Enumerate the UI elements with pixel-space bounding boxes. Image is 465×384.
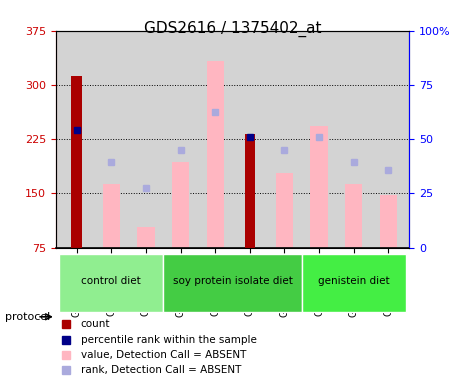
Text: GDS2616 / 1375402_at: GDS2616 / 1375402_at	[144, 21, 321, 37]
Bar	[72, 76, 82, 248]
Bar	[245, 134, 255, 248]
Bar	[172, 162, 189, 248]
Text: genistein diet: genistein diet	[318, 276, 390, 286]
Bar	[137, 227, 154, 248]
Bar	[103, 184, 120, 248]
Bar	[380, 195, 397, 248]
Text: rank, Detection Call = ABSENT: rank, Detection Call = ABSENT	[80, 365, 241, 375]
Bar	[345, 184, 362, 248]
FancyBboxPatch shape	[59, 254, 163, 312]
FancyBboxPatch shape	[302, 254, 406, 312]
Text: percentile rank within the sample: percentile rank within the sample	[80, 335, 256, 345]
Text: value, Detection Call = ABSENT: value, Detection Call = ABSENT	[80, 350, 246, 360]
Bar	[206, 61, 224, 248]
Text: count: count	[80, 319, 110, 329]
Bar	[311, 126, 328, 248]
FancyBboxPatch shape	[163, 254, 302, 312]
Text: protocol: protocol	[5, 312, 50, 322]
Bar	[276, 173, 293, 248]
Text: soy protein isolate diet: soy protein isolate diet	[173, 276, 292, 286]
Text: control diet: control diet	[81, 276, 141, 286]
